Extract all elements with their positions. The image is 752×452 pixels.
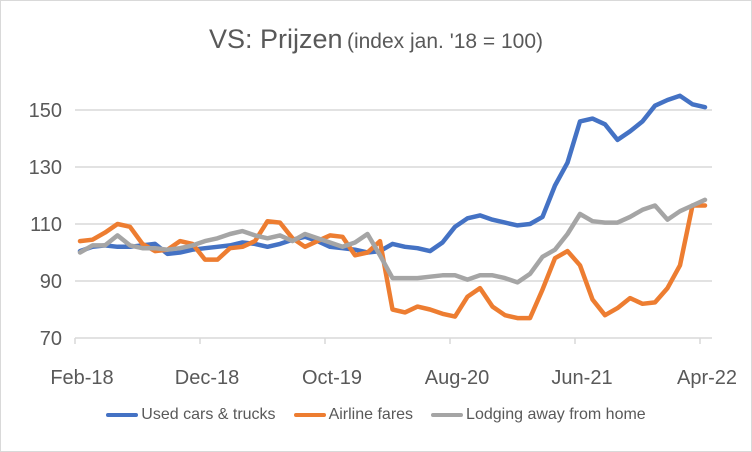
x-tick-label: Jun-21 <box>551 367 612 389</box>
legend-swatch-lodging <box>431 413 464 417</box>
y-tick-label: 150 <box>29 100 62 122</box>
series-line-used-cars <box>77 93 708 257</box>
legend: Used cars & trucks Airline fares Lodging… <box>0 406 752 424</box>
legend-item-used-cars: Used cars & trucks <box>106 406 276 424</box>
chart-title: VS: Prijzen (index jan. '18 = 100) <box>0 24 752 55</box>
chart-title-main: VS: Prijzen <box>208 24 343 54</box>
x-tick-label: Oct-19 <box>302 367 362 389</box>
series-line-airline-fares <box>77 203 708 321</box>
series-line-lodging <box>77 197 708 285</box>
y-tick-label: 90 <box>40 271 62 293</box>
x-tick-label: Aug-20 <box>425 367 490 389</box>
chart-subtitle: (index jan. '18 = 100) <box>346 30 544 53</box>
legend-item-airline-fares: Airline fares <box>293 406 414 424</box>
x-axis: Feb-18 Dec-18 Oct-19 Aug-20 Jun-21 Apr-22 <box>50 337 737 389</box>
y-axis-tick-labels: 70 90 110 130 150 <box>29 100 62 350</box>
series-lines <box>77 93 708 321</box>
legend-label-airline-fares: Airline fares <box>328 406 414 423</box>
y-tick-label: 70 <box>40 328 62 350</box>
legend-label-lodging: Lodging away from home <box>466 406 646 423</box>
x-tick-label: Apr-22 <box>677 367 737 389</box>
legend-swatch-used-cars <box>106 413 139 417</box>
y-tick-label: 110 <box>30 214 62 236</box>
x-tick-label: Feb-18 <box>50 367 113 389</box>
legend-item-lodging: Lodging away from home <box>431 406 646 424</box>
gridlines <box>75 109 712 282</box>
x-tick-label: Dec-18 <box>175 367 239 389</box>
legend-swatch-airline-fares <box>293 413 326 417</box>
legend-label-used-cars: Used cars & trucks <box>141 406 276 423</box>
y-tick-label: 130 <box>29 157 62 179</box>
